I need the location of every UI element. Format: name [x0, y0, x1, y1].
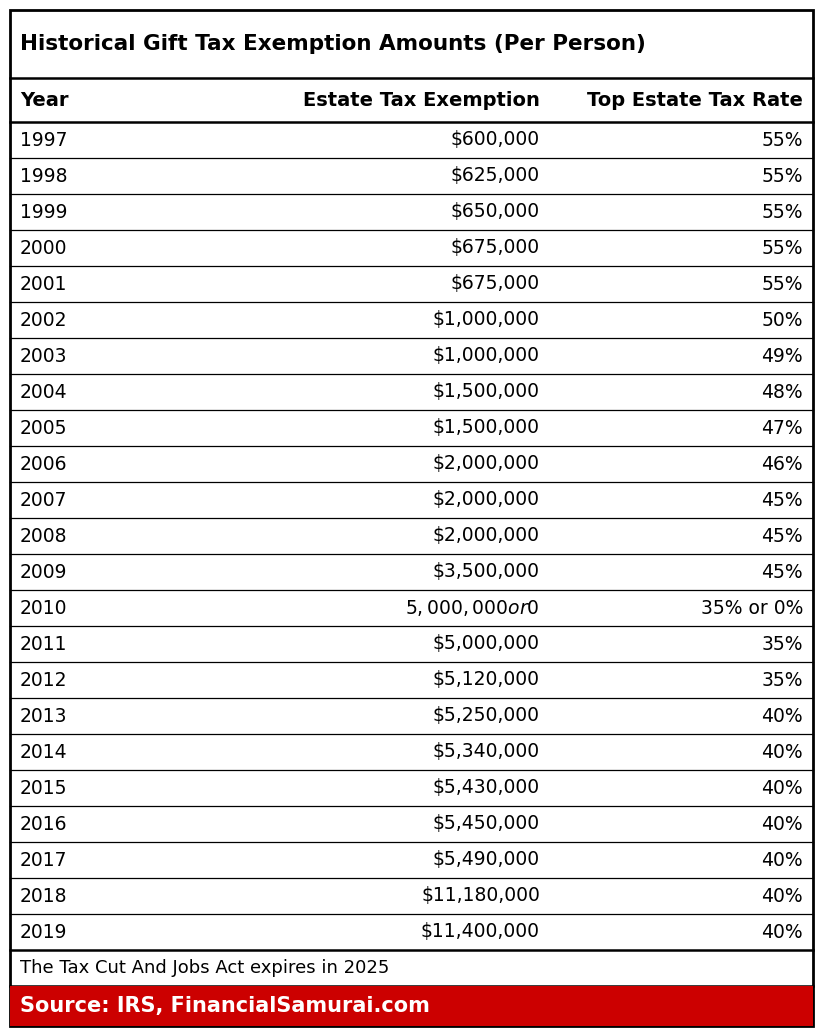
Text: 2015: 2015 — [20, 778, 67, 798]
Text: $5,120,000: $5,120,000 — [433, 670, 540, 690]
Text: 55%: 55% — [761, 238, 803, 258]
Text: $5,340,000: $5,340,000 — [433, 743, 540, 761]
Text: $5,450,000: $5,450,000 — [433, 814, 540, 834]
Text: $5,250,000: $5,250,000 — [433, 707, 540, 725]
Text: Historical Gift Tax Exemption Amounts (Per Person): Historical Gift Tax Exemption Amounts (P… — [20, 34, 646, 54]
Text: 2007: 2007 — [20, 490, 67, 510]
Text: $675,000: $675,000 — [451, 238, 540, 258]
Text: $1,000,000: $1,000,000 — [433, 311, 540, 329]
Text: $5,000,000: $5,000,000 — [433, 634, 540, 654]
Text: 2009: 2009 — [20, 563, 67, 581]
Text: 2006: 2006 — [20, 455, 67, 473]
Text: 55%: 55% — [761, 275, 803, 293]
Text: 49%: 49% — [761, 346, 803, 366]
Text: 35% or 0%: 35% or 0% — [700, 599, 803, 617]
Text: $600,000: $600,000 — [451, 131, 540, 149]
Text: 40%: 40% — [761, 851, 803, 869]
Text: 40%: 40% — [761, 922, 803, 942]
Text: 50%: 50% — [761, 311, 803, 329]
Text: 2001: 2001 — [20, 275, 67, 293]
Text: 2008: 2008 — [20, 526, 67, 546]
Text: 2019: 2019 — [20, 922, 67, 942]
Text: Estate Tax Exemption: Estate Tax Exemption — [303, 90, 540, 110]
Text: $11,400,000: $11,400,000 — [421, 922, 540, 942]
Text: $1,000,000: $1,000,000 — [433, 346, 540, 366]
Text: 35%: 35% — [761, 670, 803, 690]
Text: 55%: 55% — [761, 202, 803, 222]
Text: 2002: 2002 — [20, 311, 67, 329]
Text: 2003: 2003 — [20, 346, 67, 366]
Text: The Tax Cut And Jobs Act expires in 2025: The Tax Cut And Jobs Act expires in 2025 — [20, 959, 389, 977]
Text: $3,500,000: $3,500,000 — [433, 563, 540, 581]
Text: 2011: 2011 — [20, 634, 67, 654]
Text: 40%: 40% — [761, 778, 803, 798]
Text: 48%: 48% — [761, 382, 803, 402]
Text: 2014: 2014 — [20, 743, 67, 761]
Text: $5,430,000: $5,430,000 — [433, 778, 540, 798]
Text: 2000: 2000 — [20, 238, 67, 258]
Text: $2,000,000: $2,000,000 — [433, 490, 540, 510]
Text: 2018: 2018 — [20, 887, 67, 905]
Text: 46%: 46% — [761, 455, 803, 473]
Text: 45%: 45% — [761, 490, 803, 510]
Text: 2010: 2010 — [20, 599, 67, 617]
Text: $1,500,000: $1,500,000 — [433, 419, 540, 437]
Text: $650,000: $650,000 — [451, 202, 540, 222]
Text: $5,000,000 or $0: $5,000,000 or $0 — [406, 598, 540, 618]
Text: 1997: 1997 — [20, 131, 67, 149]
Text: $625,000: $625,000 — [451, 167, 540, 185]
Text: Top Estate Tax Rate: Top Estate Tax Rate — [587, 90, 803, 110]
Text: 45%: 45% — [761, 526, 803, 546]
Text: 40%: 40% — [761, 707, 803, 725]
Text: 2005: 2005 — [20, 419, 67, 437]
Text: 47%: 47% — [761, 419, 803, 437]
Text: 1998: 1998 — [20, 167, 67, 185]
Text: $5,490,000: $5,490,000 — [433, 851, 540, 869]
Text: 40%: 40% — [761, 814, 803, 834]
Text: 40%: 40% — [761, 743, 803, 761]
Text: $11,180,000: $11,180,000 — [421, 887, 540, 905]
Text: 35%: 35% — [761, 634, 803, 654]
Text: $2,000,000: $2,000,000 — [433, 455, 540, 473]
Text: $1,500,000: $1,500,000 — [433, 382, 540, 402]
Text: 40%: 40% — [761, 887, 803, 905]
Text: 2004: 2004 — [20, 382, 67, 402]
Text: 2012: 2012 — [20, 670, 67, 690]
Text: 55%: 55% — [761, 131, 803, 149]
Text: 2017: 2017 — [20, 851, 67, 869]
Text: Year: Year — [20, 90, 68, 110]
Bar — [10, 986, 813, 1026]
Text: 1999: 1999 — [20, 202, 67, 222]
Text: $675,000: $675,000 — [451, 275, 540, 293]
Text: 55%: 55% — [761, 167, 803, 185]
Text: $2,000,000: $2,000,000 — [433, 526, 540, 546]
Text: 45%: 45% — [761, 563, 803, 581]
Text: 2016: 2016 — [20, 814, 67, 834]
Text: Source: IRS, FinancialSamurai.com: Source: IRS, FinancialSamurai.com — [20, 996, 430, 1016]
Text: 2013: 2013 — [20, 707, 67, 725]
